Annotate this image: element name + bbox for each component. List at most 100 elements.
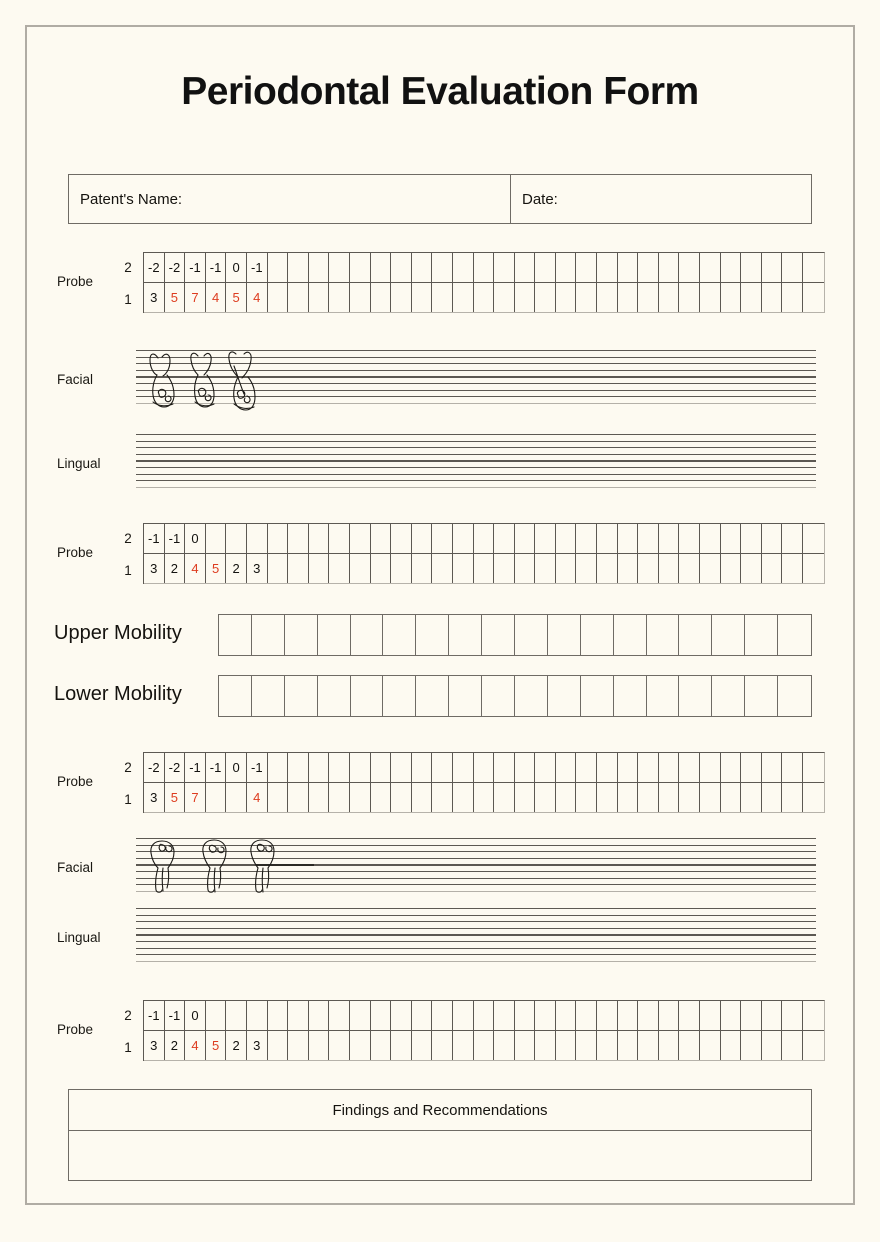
probe-cell[interactable] (350, 1031, 371, 1060)
probe-cell[interactable] (535, 1031, 556, 1060)
probe-cell[interactable]: -1 (144, 1001, 165, 1030)
probe-cell[interactable] (453, 1031, 474, 1060)
probe-cell[interactable]: 0 (185, 1001, 206, 1030)
mobility-cell[interactable] (219, 615, 252, 655)
probe-cell[interactable] (679, 1031, 701, 1060)
probe-cell[interactable]: -2 (165, 253, 186, 282)
probe-cell[interactable] (803, 283, 824, 312)
probe-cell[interactable] (453, 1001, 474, 1030)
probe-cell[interactable]: -1 (185, 253, 206, 282)
probe-cell[interactable]: -2 (144, 253, 165, 282)
patient-name-field[interactable]: Patent's Name: (69, 175, 511, 223)
probe-cell[interactable] (638, 1031, 659, 1060)
upper-mobility-grid[interactable] (218, 614, 813, 656)
probe-cell[interactable] (247, 524, 268, 553)
probe-cell[interactable] (288, 1031, 309, 1060)
mobility-cell[interactable] (416, 676, 450, 716)
probe-cell[interactable] (576, 753, 598, 782)
probe-cell[interactable] (762, 1031, 783, 1060)
probe-cell[interactable] (741, 253, 762, 282)
probe-cell[interactable] (597, 753, 618, 782)
probe-grid[interactable]: -2 -2 -1 -1 0 -1 3 5 7 4 5 4 (143, 252, 825, 313)
probe-cell[interactable] (268, 554, 289, 583)
probe-cell[interactable] (309, 283, 330, 312)
probe-cell[interactable] (700, 554, 721, 583)
probe-cell[interactable]: 0 (226, 753, 247, 782)
probe-cell[interactable] (700, 283, 721, 312)
probe-cell[interactable] (576, 1001, 598, 1030)
probe-cell[interactable] (412, 1031, 433, 1060)
probe-grid[interactable]: -1 -1 0 3 2 4 5 2 3 (143, 523, 825, 584)
probe-cell[interactable] (329, 783, 350, 812)
probe-cell[interactable]: -2 (165, 753, 186, 782)
probe-cell[interactable] (412, 1001, 433, 1030)
probe-cell[interactable] (700, 524, 721, 553)
probe-cell[interactable] (206, 1001, 227, 1030)
probe-cell[interactable] (741, 554, 762, 583)
probe-cell[interactable] (782, 524, 803, 553)
probe-cell[interactable] (391, 524, 412, 553)
probe-cell[interactable] (618, 554, 639, 583)
mobility-cell[interactable] (548, 615, 581, 655)
probe-cell[interactable] (515, 753, 536, 782)
probe-cell[interactable] (576, 554, 598, 583)
mobility-cell[interactable] (383, 676, 417, 716)
mobility-cell[interactable] (515, 676, 548, 716)
probe-cell[interactable]: -1 (206, 253, 227, 282)
probe-cell[interactable] (432, 524, 453, 553)
probe-cell[interactable]: 3 (144, 283, 165, 312)
probe-cell[interactable] (782, 1031, 803, 1060)
probe-cell[interactable]: 5 (165, 283, 186, 312)
mobility-cell[interactable] (712, 615, 746, 655)
mobility-cell[interactable] (679, 676, 713, 716)
probe-cell[interactable] (515, 524, 536, 553)
probe-cell[interactable]: -1 (206, 753, 227, 782)
mobility-cell[interactable] (219, 676, 252, 716)
probe-cell[interactable] (618, 1001, 639, 1030)
probe-cell[interactable] (474, 1001, 495, 1030)
probe-cell[interactable] (371, 1031, 392, 1060)
probe-cell[interactable]: 0 (226, 253, 247, 282)
probe-cell[interactable] (268, 524, 289, 553)
probe-cell[interactable] (309, 1031, 330, 1060)
probe-cell[interactable] (288, 253, 309, 282)
probe-cell[interactable] (329, 753, 350, 782)
probe-cell[interactable] (288, 283, 309, 312)
probe-cell[interactable] (782, 283, 803, 312)
probe-cell[interactable] (679, 1001, 701, 1030)
probe-cell[interactable] (679, 253, 701, 282)
probe-cell[interactable]: -1 (185, 753, 206, 782)
probe-cell[interactable] (515, 1001, 536, 1030)
probe-cell[interactable] (618, 753, 639, 782)
probe-cell[interactable] (762, 783, 783, 812)
probe-cell[interactable] (412, 753, 433, 782)
probe-cell[interactable] (494, 283, 515, 312)
probe-cell[interactable]: 5 (165, 783, 186, 812)
probe-cell[interactable] (762, 524, 783, 553)
probe-cell[interactable] (268, 783, 289, 812)
probe-cell[interactable] (721, 524, 742, 553)
probe-cell[interactable] (288, 1001, 309, 1030)
mobility-cell[interactable] (581, 615, 614, 655)
probe-cell[interactable] (432, 783, 453, 812)
probe-cell[interactable] (556, 554, 577, 583)
probe-cell[interactable] (432, 753, 453, 782)
probe-cell[interactable] (556, 783, 577, 812)
probe-cell[interactable] (494, 524, 515, 553)
mobility-cell[interactable] (712, 676, 746, 716)
probe-cell[interactable]: -1 (165, 1001, 186, 1030)
probe-cell[interactable] (494, 253, 515, 282)
probe-cell[interactable]: 7 (185, 283, 206, 312)
probe-cell[interactable] (432, 554, 453, 583)
probe-cell[interactable] (679, 283, 701, 312)
mobility-cell[interactable] (745, 676, 779, 716)
probe-cell[interactable] (556, 753, 577, 782)
probe-cell[interactable]: 5 (206, 554, 227, 583)
probe-cell[interactable] (350, 783, 371, 812)
probe-cell[interactable] (597, 554, 618, 583)
mobility-cell[interactable] (548, 676, 581, 716)
probe-cell[interactable]: 4 (247, 283, 268, 312)
probe-cell[interactable] (329, 1001, 350, 1030)
probe-cell[interactable] (226, 783, 247, 812)
probe-cell[interactable] (700, 783, 721, 812)
